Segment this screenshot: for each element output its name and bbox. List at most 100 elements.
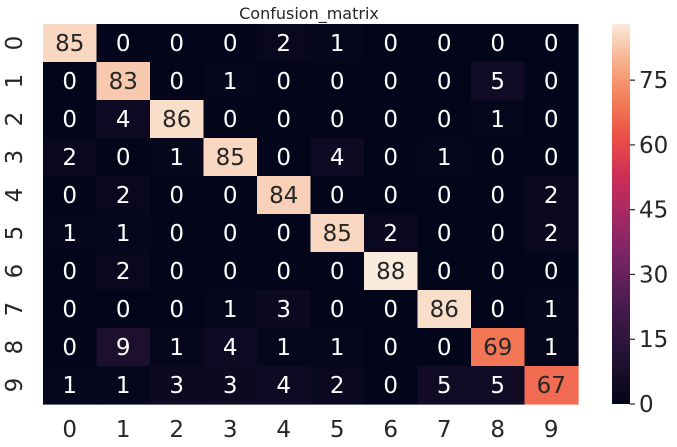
heatmap-cell-r5-c9 (524, 214, 579, 253)
heatmap-cell-r6-c5 (310, 252, 365, 291)
heatmap-cell-label-r8-c1: 9 (116, 335, 131, 361)
heatmap-cell-label-r1-c8: 5 (490, 69, 505, 95)
heatmap-cell-label-r3-c1: 0 (116, 145, 131, 171)
heatmap-cell-r1-c0 (43, 62, 98, 101)
heatmap-cell-r4-c5 (310, 176, 365, 215)
heatmap-cell-r2-c8 (471, 100, 526, 139)
heatmap-cell-r3-c1 (96, 138, 151, 177)
heatmap-cell-label-r1-c9: 0 (544, 69, 559, 95)
heatmap-cell-label-r1-c2: 0 (169, 69, 184, 95)
heatmap-cell-r3-c9 (524, 138, 579, 177)
heatmap-cell-r5-c1 (96, 214, 151, 253)
heatmap-cell-label-r6-c4: 0 (276, 259, 291, 285)
y-tick-label-9: 9 (2, 378, 28, 393)
heatmap-cell-label-r7-c5: 0 (330, 297, 345, 323)
heatmap-cell-label-r1-c7: 0 (437, 69, 452, 95)
heatmap-cell-label-r2-c7: 0 (437, 107, 452, 133)
x-tick-label-3: 3 (223, 417, 238, 443)
heatmap-cell-r7-c1 (96, 290, 151, 329)
heatmap-cell-label-r3-c3: 85 (216, 145, 245, 171)
heatmap-cell-r4-c7 (417, 176, 472, 215)
heatmap-cell-r0-c8 (471, 24, 526, 63)
heatmap-cell-r9-c4 (257, 366, 312, 405)
heatmap-cell-label-r5-c5: 85 (323, 221, 352, 247)
colorbar-tick-label-45: 45 (639, 198, 668, 224)
heatmap-cell-label-r5-c1: 1 (116, 221, 131, 247)
heatmap-cell-r3-c8 (471, 138, 526, 177)
y-tick-label-4: 4 (2, 188, 28, 203)
x-axis-ticks: 0 1 2 3 4 5 6 7 8 9 (62, 417, 558, 443)
heatmap-cell-r3-c6 (364, 138, 419, 177)
heatmap-cell-r5-c5 (310, 214, 365, 253)
heatmap-cell-label-r7-c8: 0 (490, 297, 505, 323)
heatmap-cell-r8-c9 (524, 328, 579, 367)
heatmap-cell-r0-c7 (417, 24, 472, 63)
heatmap-cell-r6-c1 (96, 252, 151, 291)
y-axis-ticks: 0 1 2 3 4 5 6 7 8 9 (2, 36, 28, 393)
heatmap-cell-label-r0-c6: 0 (383, 31, 398, 57)
heatmap-cell-label-r3-c5: 4 (330, 145, 345, 171)
heatmap-cell-r5-c2 (150, 214, 205, 253)
heatmap-cell-r4-c9 (524, 176, 579, 215)
heatmap-cell-label-r8-c3: 4 (223, 335, 238, 361)
heatmap-cell-label-r9-c4: 4 (276, 373, 291, 399)
heatmap-cell-label-r3-c8: 0 (490, 145, 505, 171)
heatmap-cell-r9-c1 (96, 366, 151, 405)
heatmap-cell-r9-c2 (150, 366, 205, 405)
heatmap-cell-r1-c6 (364, 62, 419, 101)
heatmap-cell-label-r7-c7: 86 (430, 297, 459, 323)
heatmap-cell-label-r7-c2: 0 (169, 297, 184, 323)
heatmap-cell-label-r6-c0: 0 (62, 259, 77, 285)
heatmap-cell-label-r1-c0: 0 (62, 69, 77, 95)
heatmap-cell-r2-c0 (43, 100, 98, 139)
heatmap-cell-r5-c7 (417, 214, 472, 253)
heatmap-cell-label-r3-c2: 1 (169, 145, 184, 171)
heatmap-cell-r0-c3 (203, 24, 258, 63)
heatmap-cell-r7-c5 (310, 290, 365, 329)
heatmap-cell-r9-c5 (310, 366, 365, 405)
colorbar-tick-label-75: 75 (639, 68, 668, 94)
heatmap-cell-label-r3-c0: 2 (62, 145, 77, 171)
heatmap-cell-label-r8-c0: 0 (62, 335, 77, 361)
heatmap-cell-r6-c4 (257, 252, 312, 291)
heatmap-cell-label-r9-c0: 1 (62, 373, 77, 399)
heatmap-cell-r8-c5 (310, 328, 365, 367)
heatmap-cell-r0-c6 (364, 24, 419, 63)
heatmap-cell-label-r7-c6: 0 (383, 297, 398, 323)
heatmap-cell-r3-c7 (417, 138, 472, 177)
heatmap-cell-label-r8-c9: 1 (544, 335, 559, 361)
heatmap-cell-label-r8-c2: 1 (169, 335, 184, 361)
heatmap-cell-r9-c8 (471, 366, 526, 405)
chart-title: Confusion_matrix (239, 4, 379, 24)
x-tick-label-0: 0 (62, 417, 77, 443)
heatmap-cell-label-r9-c5: 2 (330, 373, 345, 399)
heatmap-cell-label-r4-c5: 0 (330, 183, 345, 209)
heatmap-cell-r1-c7 (417, 62, 472, 101)
heatmap-cell-r0-c1 (96, 24, 151, 63)
heatmap-cell-label-r4-c9: 2 (544, 183, 559, 209)
heatmap-cell-label-r5-c8: 0 (490, 221, 505, 247)
heatmap-cell-label-r6-c9: 0 (544, 259, 559, 285)
heatmap-cell-label-r4-c3: 0 (223, 183, 238, 209)
heatmap-cell-r8-c1 (96, 328, 151, 367)
heatmap-cell-label-r4-c8: 0 (490, 183, 505, 209)
heatmap-cell-label-r9-c6: 0 (383, 373, 398, 399)
heatmap-cell-label-r2-c3: 0 (223, 107, 238, 133)
heatmap-cell-r0-c5 (310, 24, 365, 63)
heatmap-cell-label-r4-c7: 0 (437, 183, 452, 209)
heatmap-cell-r4-c2 (150, 176, 205, 215)
heatmap-cell-label-r1-c1: 83 (109, 69, 138, 95)
colorbar (612, 24, 630, 404)
heatmap-cell-label-r0-c4: 2 (276, 31, 291, 57)
heatmap-cell-label-r9-c9: 67 (537, 373, 566, 399)
heatmap-cell-label-r5-c2: 0 (169, 221, 184, 247)
heatmap-cell-r9-c7 (417, 366, 472, 405)
heatmap-cell-r7-c4 (257, 290, 312, 329)
heatmap-cell-label-r5-c0: 1 (62, 221, 77, 247)
x-tick-label-4: 4 (276, 417, 291, 443)
heatmap-cell-r3-c5 (310, 138, 365, 177)
heatmap-cell-label-r0-c0: 85 (55, 31, 84, 57)
heatmap-cell-r5-c6 (364, 214, 419, 253)
heatmap-cell-label-r0-c7: 0 (437, 31, 452, 57)
